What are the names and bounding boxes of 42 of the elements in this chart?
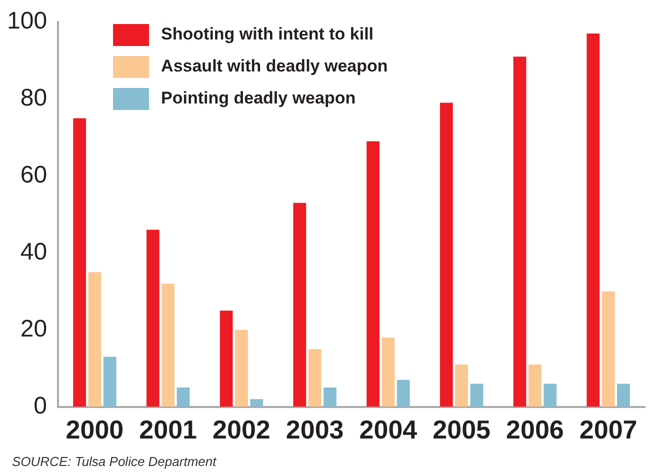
source-note: SOURCE: Tulsa Police Department bbox=[12, 454, 216, 469]
bar bbox=[455, 364, 468, 407]
y-tick-label: 80 bbox=[20, 84, 48, 112]
bar bbox=[586, 34, 600, 407]
bar bbox=[617, 384, 630, 407]
x-tick-label: 2002 bbox=[212, 414, 270, 445]
y-tick-label: 100 bbox=[6, 8, 48, 35]
x-tick-label: 2007 bbox=[579, 414, 638, 445]
y-tick-label: 40 bbox=[20, 238, 48, 266]
bar bbox=[308, 349, 322, 407]
x-tick-label: 2003 bbox=[286, 414, 344, 445]
legend-label: Shooting with intent to kill bbox=[161, 24, 374, 44]
y-tick-label: 60 bbox=[20, 162, 48, 189]
bar bbox=[146, 230, 160, 407]
bar bbox=[88, 272, 102, 407]
bar bbox=[73, 118, 86, 407]
bar bbox=[528, 364, 542, 407]
bar bbox=[382, 338, 395, 407]
bar bbox=[293, 202, 306, 407]
bar bbox=[396, 380, 410, 407]
bar bbox=[440, 102, 453, 407]
bar bbox=[176, 388, 190, 407]
bar bbox=[220, 310, 233, 407]
x-tick-label: 2001 bbox=[139, 414, 198, 445]
x-tick-label: 2005 bbox=[432, 414, 490, 445]
bar bbox=[103, 356, 116, 407]
legend-label: Assault with deadly weapon bbox=[161, 56, 388, 76]
y-tick-label: 20 bbox=[20, 315, 48, 342]
x-tick-label: 2000 bbox=[66, 414, 124, 445]
bar bbox=[162, 284, 175, 407]
bar bbox=[602, 291, 615, 407]
bar bbox=[470, 384, 484, 407]
bar bbox=[544, 384, 557, 407]
legend-label: Pointing deadly weapon bbox=[161, 88, 356, 108]
y-tick-label: 0 bbox=[34, 392, 48, 420]
bar bbox=[324, 388, 336, 407]
bar bbox=[513, 56, 526, 407]
x-tick-label: 2004 bbox=[359, 414, 418, 445]
bar bbox=[235, 330, 248, 407]
x-tick-label: 2006 bbox=[506, 414, 564, 445]
bar bbox=[250, 399, 264, 407]
bar bbox=[366, 141, 380, 407]
